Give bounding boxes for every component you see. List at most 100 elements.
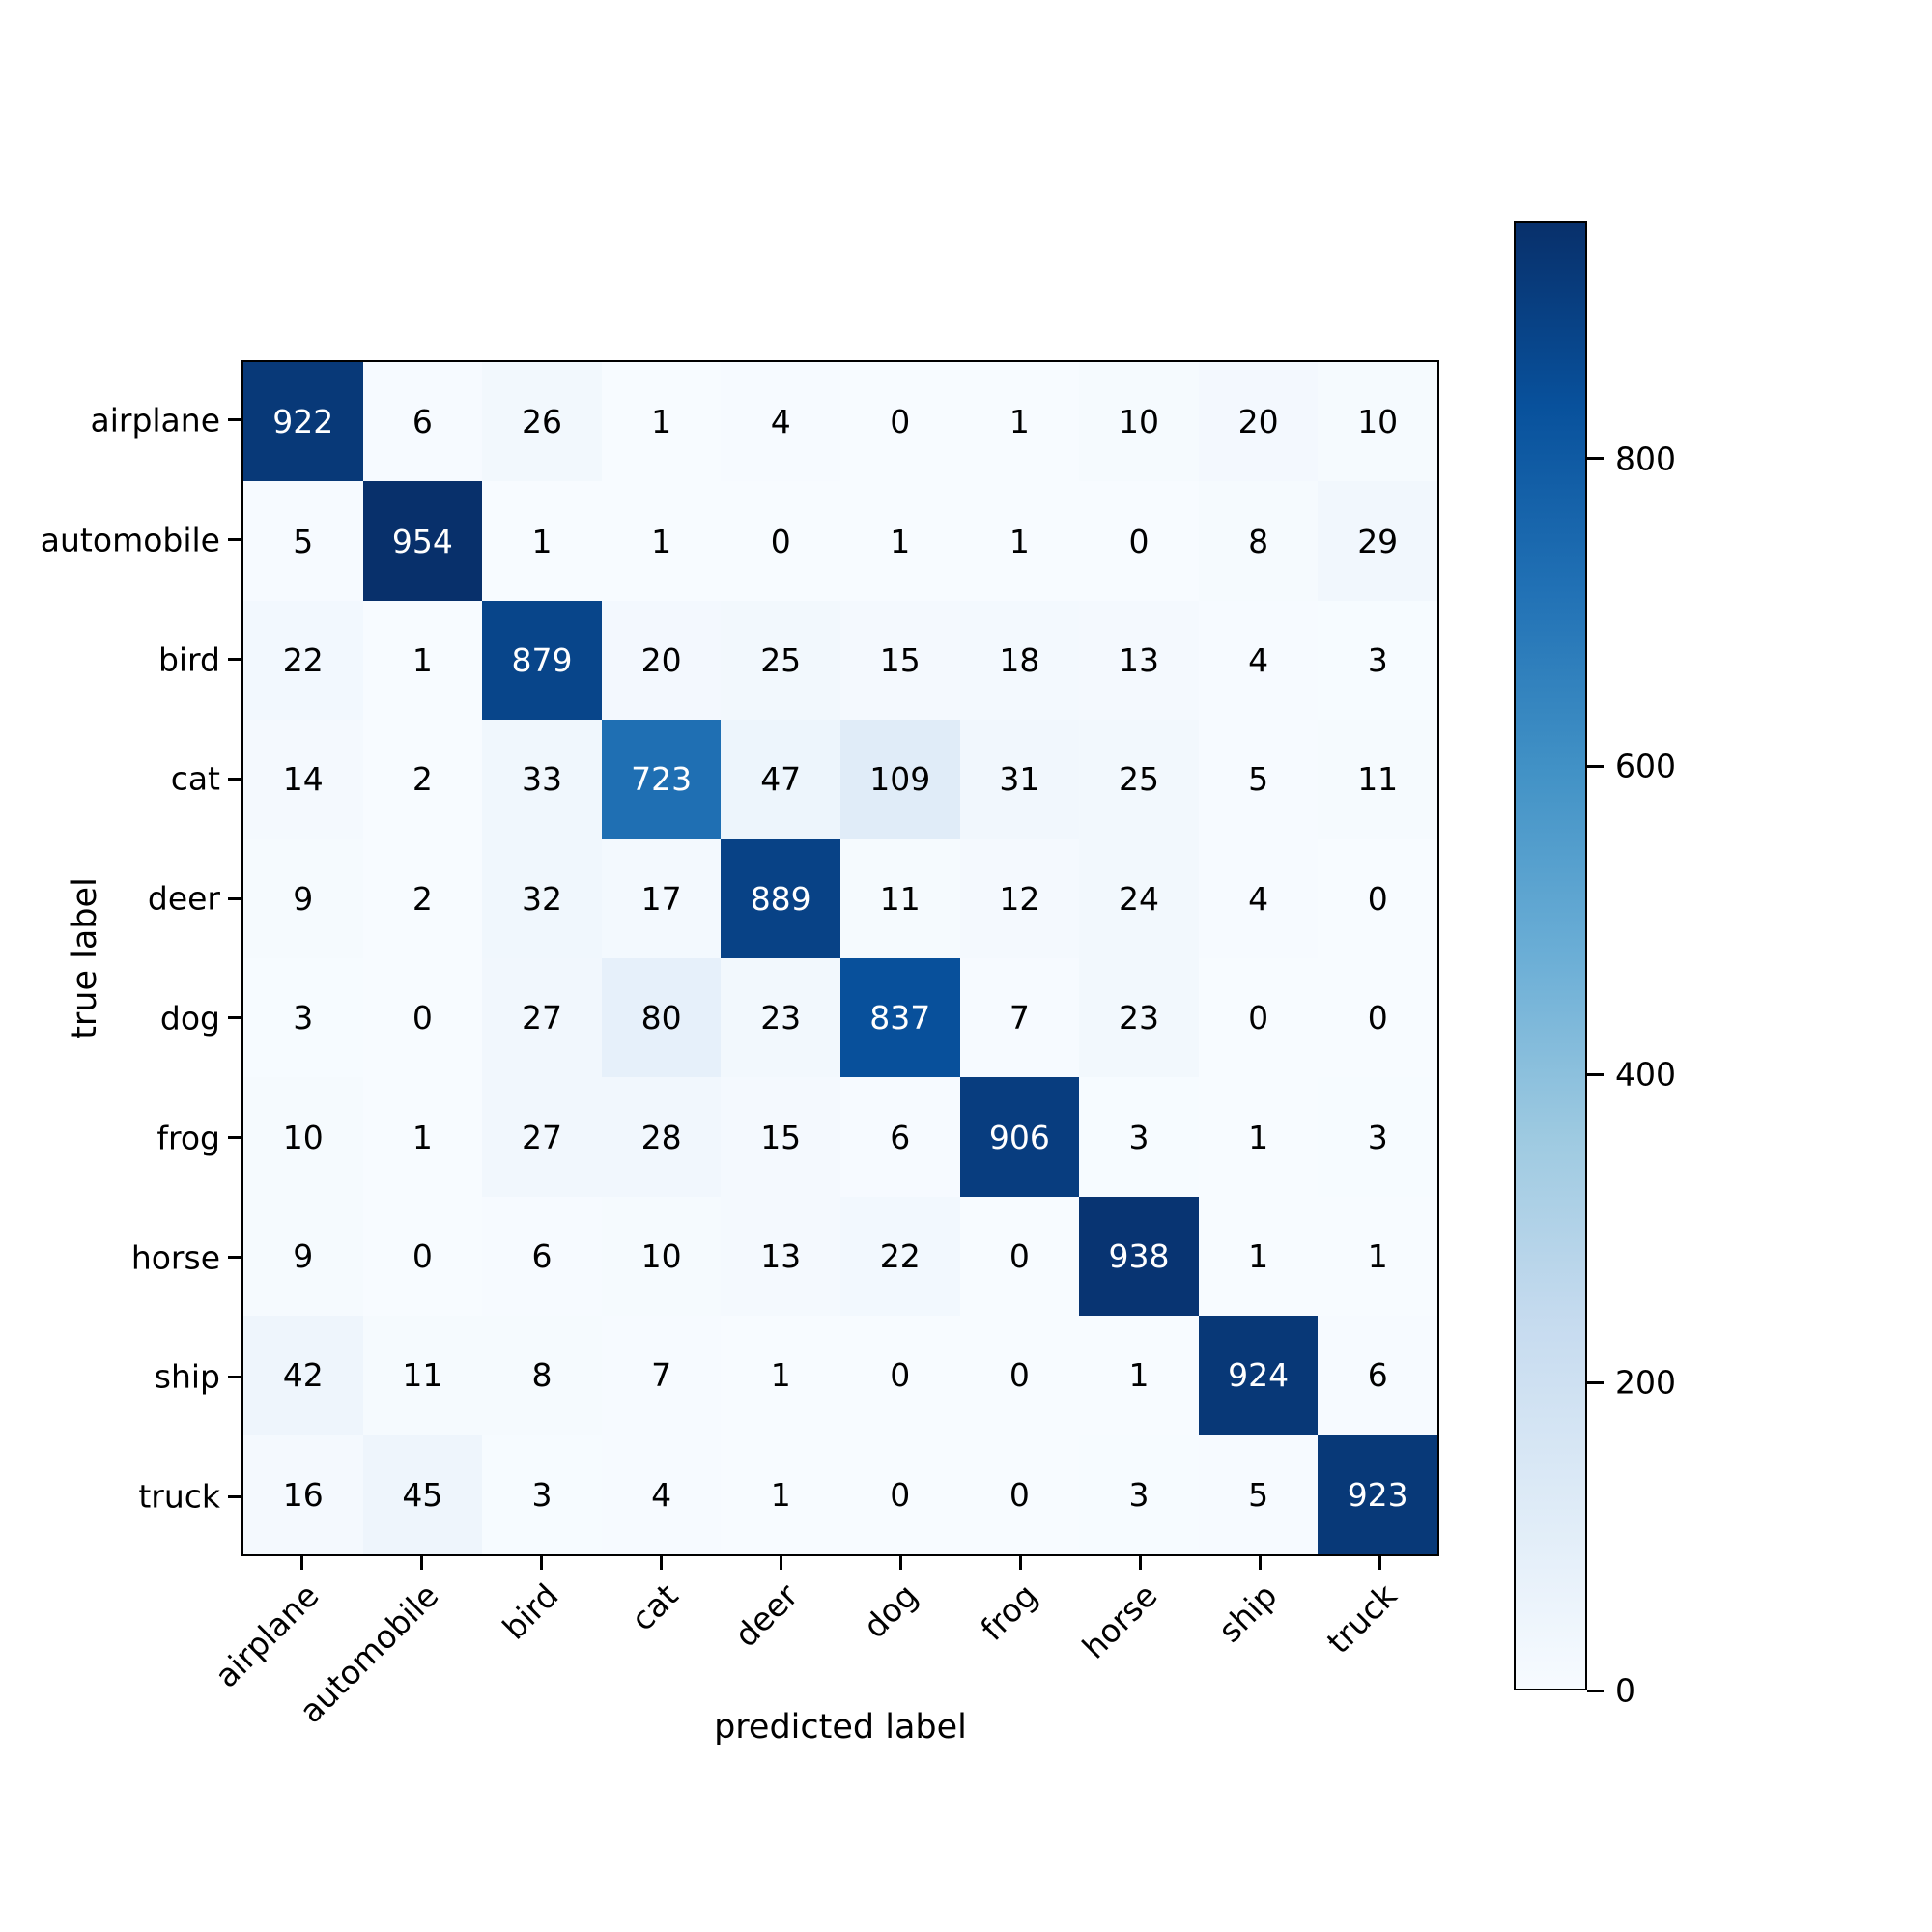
- matrix-cell: 27: [482, 1077, 602, 1197]
- matrix-cell: 0: [362, 958, 483, 1078]
- matrix-cell: 923: [1318, 1435, 1437, 1554]
- y-tick-label: horse: [130, 1238, 220, 1276]
- axis-tick-mark: [1587, 1689, 1604, 1692]
- matrix-cell: 0: [839, 362, 960, 482]
- matrix-cell: 31: [959, 720, 1080, 839]
- axis-tick-mark: [1587, 1380, 1604, 1384]
- axis-tick-mark: [898, 1556, 902, 1570]
- matrix-cell: 10: [601, 1196, 722, 1317]
- matrix-cell: 8: [482, 1316, 602, 1435]
- matrix-cell: 1: [1079, 1316, 1199, 1435]
- axis-tick-mark: [228, 1375, 242, 1378]
- matrix-cell: 3: [1318, 600, 1437, 721]
- axis-tick-mark: [1587, 457, 1604, 461]
- matrix-cell: 1: [601, 481, 722, 601]
- matrix-cell: 906: [959, 1077, 1080, 1197]
- y-tick-label: automobile: [40, 521, 220, 559]
- matrix-cell: 1: [601, 362, 722, 482]
- matrix-cell: 42: [243, 1316, 363, 1435]
- axis-tick-mark: [228, 538, 242, 542]
- matrix-cell: 5: [1198, 720, 1319, 839]
- y-tick-label: dog: [159, 999, 220, 1037]
- matrix-cell: 11: [839, 838, 960, 958]
- axis-tick-mark: [659, 1556, 663, 1570]
- matrix-cell: 0: [362, 1196, 483, 1317]
- axis-tick-mark: [539, 1556, 543, 1570]
- axis-tick-mark: [1378, 1556, 1381, 1570]
- matrix-cell: 1: [1198, 1077, 1319, 1197]
- matrix-cell: 20: [1198, 362, 1319, 482]
- matrix-cell: 0: [721, 481, 840, 601]
- matrix-cell: 22: [243, 600, 363, 721]
- matrix-cell: 1: [362, 600, 483, 721]
- heatmap-plot-area: 922 6 26 1 4 0 1 10 20 10 5 954 1 1 0 1 1 0 8 29 22 1 879 20 25 1…: [242, 360, 1439, 1556]
- matrix-cell: 80: [601, 958, 722, 1078]
- matrix-cell: 6: [482, 1196, 602, 1317]
- matrix-cell: 0: [1198, 958, 1319, 1078]
- matrix-cell: 0: [839, 1316, 960, 1435]
- matrix-cell: 1: [839, 481, 960, 601]
- y-tick-label: deer: [147, 879, 220, 918]
- colorbar-tick-label: 200: [1615, 1363, 1676, 1402]
- matrix-cell: 11: [362, 1316, 483, 1435]
- matrix-cell: 723: [601, 720, 722, 839]
- matrix-cell: 14: [243, 720, 363, 839]
- matrix-cell: 3: [1079, 1435, 1199, 1554]
- matrix-cell: 109: [839, 720, 960, 839]
- colorbar-tick-label: 0: [1615, 1671, 1635, 1710]
- matrix-cell: 0: [959, 1316, 1080, 1435]
- matrix-cell: 5: [243, 481, 363, 601]
- matrix-cell: 1: [362, 1077, 483, 1197]
- matrix-cell: 47: [721, 720, 840, 839]
- matrix-cell: 24: [1079, 838, 1199, 958]
- matrix-cell: 28: [601, 1077, 722, 1197]
- matrix-cell: 8: [1198, 481, 1319, 601]
- matrix-cell: 954: [362, 481, 483, 601]
- matrix-cell: 4: [721, 362, 840, 482]
- matrix-cell: 10: [1318, 362, 1437, 482]
- matrix-cell: 9: [243, 1196, 363, 1317]
- matrix-cell: 6: [839, 1077, 960, 1197]
- x-axis-title: predicted label: [714, 1708, 967, 1747]
- axis-tick-mark: [228, 658, 242, 661]
- matrix-cell: 4: [1198, 600, 1319, 721]
- matrix-cell: 1: [482, 481, 602, 601]
- matrix-cell: 13: [1079, 600, 1199, 721]
- matrix-cell: 0: [1318, 838, 1437, 958]
- matrix-cell: 9: [243, 838, 363, 958]
- y-tick-label: cat: [170, 759, 220, 798]
- matrix-cell: 13: [721, 1196, 840, 1317]
- axis-tick-mark: [228, 1494, 242, 1498]
- colorbar: [1514, 221, 1587, 1690]
- matrix-cell: 3: [1079, 1077, 1199, 1197]
- colorbar-tick-label: 400: [1615, 1055, 1676, 1094]
- matrix-cell: 0: [839, 1435, 960, 1554]
- matrix-cell: 3: [482, 1435, 602, 1554]
- matrix-cell: 32: [482, 838, 602, 958]
- matrix-cell: 0: [959, 1196, 1080, 1317]
- colorbar-tick-label: 800: [1615, 440, 1676, 478]
- matrix-cell: 922: [243, 362, 363, 482]
- axis-tick-mark: [1138, 1556, 1142, 1570]
- matrix-cell: 1: [959, 481, 1080, 601]
- matrix-cell: 18: [959, 600, 1080, 721]
- axis-tick-mark: [1587, 1072, 1604, 1076]
- matrix-cell: 3: [243, 958, 363, 1078]
- matrix-cell: 1: [1318, 1196, 1437, 1317]
- matrix-cell: 1: [721, 1435, 840, 1554]
- y-tick-label: truck: [138, 1477, 220, 1516]
- axis-tick-mark: [228, 418, 242, 422]
- matrix-cell: 837: [839, 958, 960, 1078]
- axis-tick-mark: [299, 1556, 303, 1570]
- matrix-cell: 15: [839, 600, 960, 721]
- y-tick-label: ship: [154, 1357, 220, 1396]
- matrix-cell: 27: [482, 958, 602, 1078]
- axis-tick-mark: [228, 1256, 242, 1259]
- matrix-cell: 924: [1198, 1316, 1319, 1435]
- matrix-cell: 1: [1198, 1196, 1319, 1317]
- matrix-cell: 11: [1318, 720, 1437, 839]
- matrix-cell: 29: [1318, 481, 1437, 601]
- matrix-cell: 3: [1318, 1077, 1437, 1197]
- axis-tick-mark: [1018, 1556, 1022, 1570]
- matrix-cell: 15: [721, 1077, 840, 1197]
